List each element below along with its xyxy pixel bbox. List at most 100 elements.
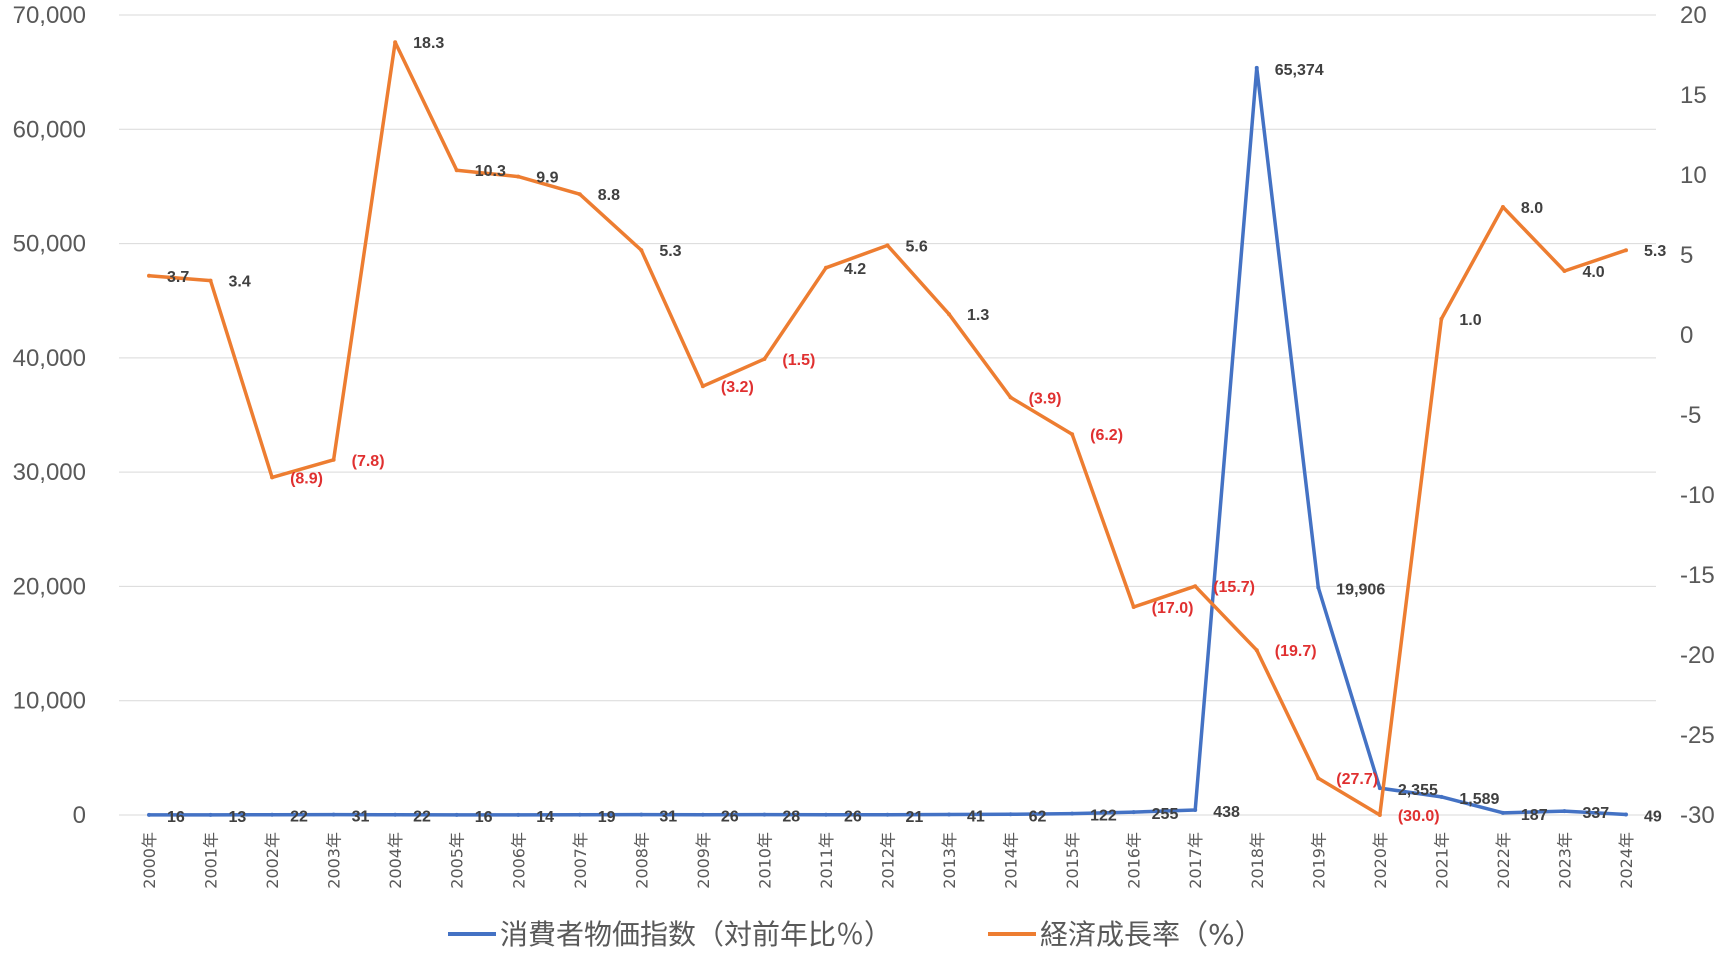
data-label: 19 <box>598 809 616 826</box>
data-point <box>1562 269 1567 273</box>
data-point <box>1316 585 1321 590</box>
data-point <box>1131 810 1136 815</box>
x-tick-label: 2001年 <box>202 832 221 889</box>
data-point <box>947 312 952 317</box>
data-point <box>270 812 275 817</box>
data-point <box>147 273 151 278</box>
x-tick-label: 2024年 <box>1617 832 1636 889</box>
growth-series-line <box>148 40 1627 817</box>
data-point <box>577 192 582 197</box>
x-tick-label: 2019年 <box>1309 832 1328 889</box>
data-label: 26 <box>844 809 862 826</box>
data-label: 8.8 <box>598 187 620 204</box>
data-point <box>331 812 336 817</box>
data-label: 3.4 <box>229 274 251 291</box>
data-point <box>1193 807 1198 812</box>
data-label: 187 <box>1521 807 1548 824</box>
data-point <box>823 812 828 817</box>
data-label: 10.3 <box>475 163 506 180</box>
data-label: (8.9) <box>290 470 323 487</box>
x-tick-label: 2022年 <box>1494 832 1513 889</box>
data-point <box>639 248 644 253</box>
data-label: 9.9 <box>536 170 558 187</box>
data-point <box>762 812 767 817</box>
data-label: 1.3 <box>967 307 989 324</box>
data-point <box>1008 812 1013 817</box>
x-tick-label: 2000年 <box>140 832 159 889</box>
y-left-tick-label: 70,000 <box>13 2 86 29</box>
data-point <box>823 265 828 270</box>
data-point <box>885 243 890 248</box>
data-point <box>1070 432 1075 437</box>
data-point <box>1131 605 1136 609</box>
y-right-tick-label: 20 <box>1680 2 1707 29</box>
y-right-tick-label: -30 <box>1680 802 1715 829</box>
x-tick-label: 2007年 <box>571 832 590 889</box>
x-tick-label: 2012年 <box>879 832 898 889</box>
data-label: (17.0) <box>1152 600 1194 617</box>
x-tick-label: 2009年 <box>694 832 713 889</box>
x-tick-label: 2021年 <box>1432 832 1451 889</box>
x-tick-label: 2008年 <box>632 832 651 889</box>
data-label: (1.5) <box>782 352 815 369</box>
y-right-tick-label: -15 <box>1680 562 1715 589</box>
x-tick-label: 2014年 <box>1002 832 1021 889</box>
data-label: 22 <box>413 809 431 826</box>
data-label: 62 <box>1029 808 1047 825</box>
data-label: 26 <box>721 809 739 826</box>
legend-label: 消費者物価指数（対前年比％） <box>500 918 892 951</box>
data-label: 5.6 <box>906 238 928 255</box>
cpi-series-line <box>148 66 1627 817</box>
data-point <box>1008 395 1013 400</box>
data-point <box>1500 810 1505 815</box>
data-label: (3.2) <box>721 379 754 396</box>
x-tick-label: 2004年 <box>386 832 405 889</box>
data-label: (7.8) <box>352 453 385 470</box>
data-label: 19,906 <box>1336 582 1385 599</box>
x-tick-label: 2011年 <box>817 832 836 889</box>
data-point <box>1254 648 1259 653</box>
data-label: 49 <box>1644 808 1662 825</box>
x-tick-label: 2006年 <box>509 832 528 889</box>
data-point <box>1316 776 1321 781</box>
legend-label: 経済成長率（%） <box>1040 918 1263 951</box>
y-left-tick-label: 60,000 <box>13 116 86 143</box>
data-label: (30.0) <box>1398 808 1440 825</box>
y-right-tick-label: -25 <box>1680 722 1715 749</box>
data-point <box>700 384 705 389</box>
data-label: 438 <box>1213 804 1240 821</box>
data-label: 2,355 <box>1398 782 1438 799</box>
data-label: 65,374 <box>1275 62 1324 79</box>
data-label: (3.9) <box>1029 390 1062 407</box>
data-point <box>577 812 582 817</box>
data-point <box>1193 584 1198 589</box>
x-tick-label: 2020年 <box>1371 832 1390 889</box>
y-left-tick-label: 20,000 <box>13 573 86 600</box>
data-point <box>700 812 705 817</box>
y-right-tick-label: 0 <box>1680 322 1693 349</box>
data-point <box>393 40 398 45</box>
data-label: 4.0 <box>1582 264 1604 281</box>
data-point <box>516 812 521 817</box>
data-point <box>208 812 213 817</box>
data-point <box>1624 248 1628 253</box>
data-point <box>516 174 521 179</box>
data-point <box>270 475 275 480</box>
data-point <box>1439 794 1444 799</box>
y-left-tick-label: 30,000 <box>13 459 86 486</box>
x-tick-label: 2023年 <box>1555 832 1574 889</box>
x-tick-label: 2003年 <box>325 832 344 889</box>
y-right-tick-label: 10 <box>1680 162 1707 189</box>
y-right-tick-label: -20 <box>1680 642 1715 669</box>
data-label: 1,589 <box>1459 791 1499 808</box>
data-label: 255 <box>1152 806 1179 823</box>
data-label: (27.7) <box>1336 771 1378 788</box>
data-label: 41 <box>967 809 985 826</box>
x-tick-label: 2005年 <box>448 832 467 889</box>
data-label: 1.0 <box>1459 312 1481 329</box>
data-point <box>1254 65 1259 70</box>
data-label: (15.7) <box>1213 579 1255 596</box>
y-left-tick-label: 40,000 <box>13 345 86 372</box>
y-right-tick-label: 15 <box>1680 82 1707 109</box>
